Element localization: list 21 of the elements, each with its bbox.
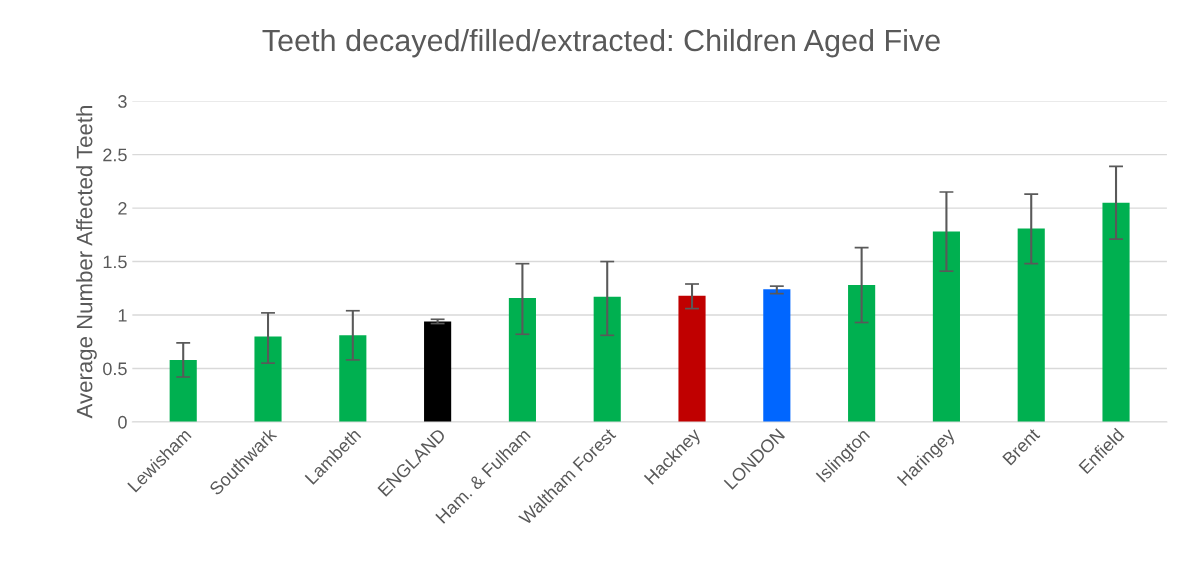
y-tick-label: 0.5	[103, 362, 127, 376]
bar	[848, 285, 876, 422]
y-tick-label: 2	[118, 202, 127, 215]
bar	[932, 231, 960, 422]
bar	[593, 296, 621, 422]
y-tick-label: 3	[118, 95, 127, 108]
bar	[169, 359, 197, 422]
bar	[1102, 202, 1130, 422]
y-tick-label: 2.5	[103, 148, 127, 162]
bar	[678, 295, 706, 422]
bar	[254, 336, 282, 422]
chart-title: Teeth decayed/filled/extracted: Children Aged Five	[262, 28, 940, 58]
y-tick-label: 1.5	[103, 255, 127, 269]
bar	[763, 289, 791, 422]
bar	[1017, 228, 1045, 422]
y-axis-title: Average Number Affected Teeth	[76, 106, 97, 419]
bar	[339, 335, 367, 422]
y-tick-label: 0	[118, 415, 127, 429]
bar	[508, 297, 536, 422]
y-tick-label: 1	[118, 309, 127, 322]
bar	[424, 321, 452, 422]
